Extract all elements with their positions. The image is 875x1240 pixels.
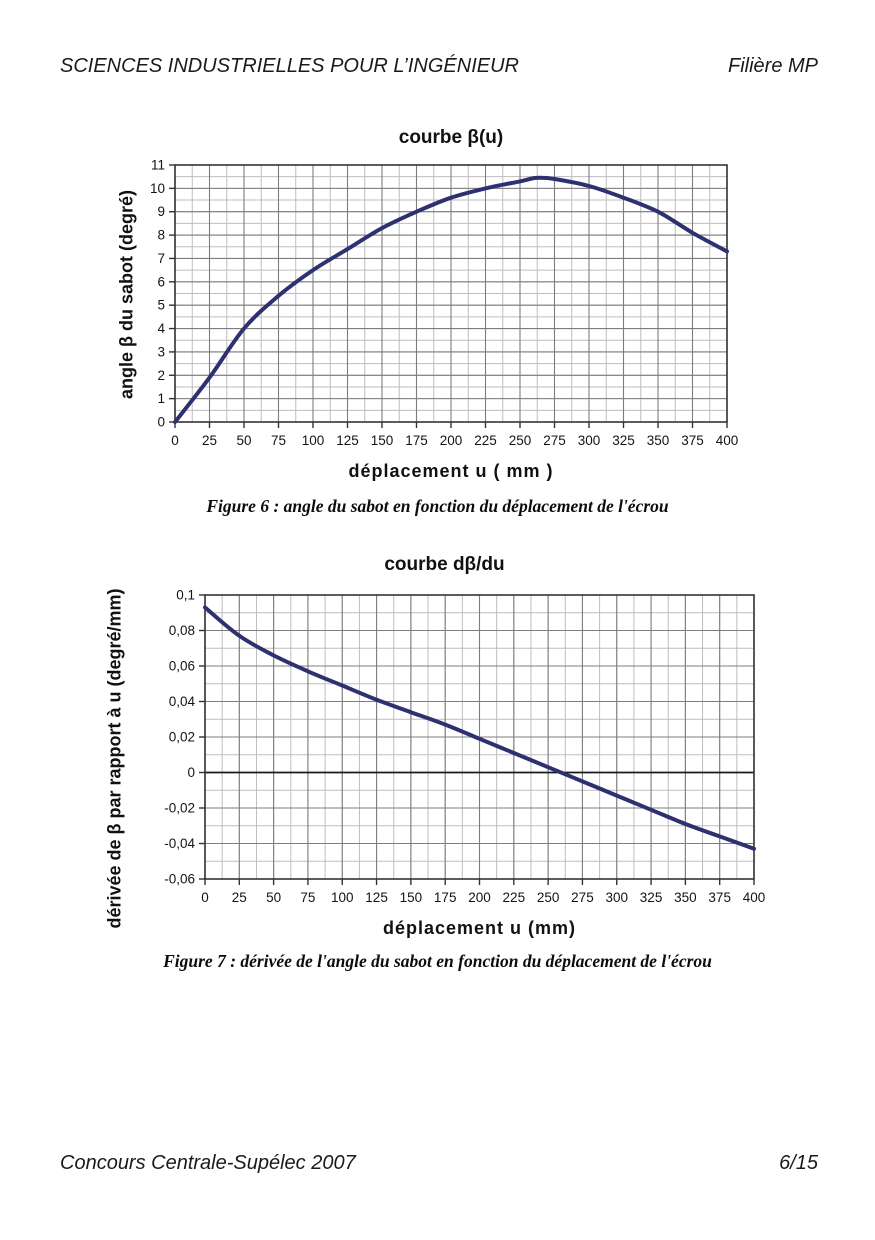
y-tick-label: 5 [157, 298, 165, 313]
x-tick-label: 50 [266, 890, 281, 905]
x-tick-label: 150 [400, 890, 423, 905]
x-tick-label: 125 [336, 433, 359, 448]
x-tick-label: 325 [640, 890, 663, 905]
y-tick-label: 10 [150, 181, 165, 196]
y-tick-label: 8 [157, 228, 165, 243]
y-tick-label: 2 [157, 368, 165, 383]
data-curve [203, 605, 756, 851]
chart2-title: courbe dβ/du [384, 554, 505, 575]
x-tick-label: 400 [716, 433, 739, 448]
chart1-plot: 0 25 50 75 100 125 150 175 200 225 250 275 300 325 350… [150, 158, 738, 449]
x-tick-label: 200 [468, 890, 491, 905]
x-tick-label: 25 [232, 890, 247, 905]
y-tick-label: -0,04 [164, 836, 195, 851]
y-tick-label: 6 [157, 274, 165, 289]
x-tick-label: 350 [674, 890, 697, 905]
x-tick-label: 225 [503, 890, 526, 905]
x-tick-label: 175 [434, 890, 457, 905]
x-tick-label: 250 [537, 890, 560, 905]
chart1-x-axis-label: déplacement u ( mm ) [348, 461, 554, 481]
x-tick-label: 375 [681, 433, 704, 448]
y-tick-label: 7 [157, 251, 165, 266]
header-filiere: Filière MP [727, 55, 818, 77]
y-tick-label: 1 [157, 391, 165, 406]
y-tick-label: 4 [157, 321, 165, 336]
y-tick-label: 11 [151, 158, 165, 173]
page-header: SCIENCES INDUSTRIELLES POUR L’INGÉNIEUR … [60, 55, 818, 78]
y-tick-label: 0,1 [176, 588, 195, 603]
x-tick-label: 200 [440, 433, 463, 448]
figure7-caption: Figure 7 : dérivée de l'angle du sabot e… [163, 951, 712, 971]
x-tick-label: 100 [302, 433, 325, 448]
x-tick-label: 100 [331, 890, 354, 905]
x-tick-label: 300 [578, 433, 601, 448]
x-tick-label: 75 [271, 433, 286, 448]
grid [174, 164, 728, 423]
y-tick-label: -0,02 [164, 801, 195, 816]
x-tick-label: 250 [509, 433, 532, 448]
y-tick-label: -0,06 [164, 872, 195, 887]
chart1-title: courbe β(u) [398, 127, 504, 148]
y-tick-label: 0 [157, 415, 165, 430]
tick-labels: 0 25 50 75 100 125 150 175 200 225 250 275 300 325 350… [164, 588, 765, 906]
x-tick-label: 275 [543, 433, 566, 448]
x-tick-label: 350 [647, 433, 670, 448]
page-footer: Concours Centrale-Supélec 2007 6/15 [60, 1152, 818, 1175]
x-tick-label: 0 [171, 433, 179, 448]
y-tick-label: 0,04 [169, 694, 196, 709]
x-tick-label: 125 [365, 890, 388, 905]
x-tick-label: 150 [371, 433, 394, 448]
footer-concours: Concours Centrale-Supélec 2007 [60, 1152, 356, 1174]
x-tick-label: 275 [571, 890, 594, 905]
grid [204, 594, 755, 880]
x-tick-label: 375 [708, 890, 731, 905]
figure6-caption: Figure 6 : angle du sabot en fonction du… [206, 496, 669, 516]
footer-page-number: 6/15 [779, 1152, 818, 1174]
chart2-x-axis-label: déplacement u (mm) [382, 918, 577, 938]
tick-labels: 0 25 50 75 100 125 150 175 200 225 250 275 300 325 350… [150, 158, 738, 449]
x-tick-label: 325 [612, 433, 635, 448]
x-tick-label: 25 [202, 433, 217, 448]
x-tick-label: 75 [300, 890, 315, 905]
chart2-plot: 0 25 50 75 100 125 150 175 200 225 250 275 300 325 350… [164, 588, 765, 906]
y-tick-label: 3 [157, 344, 165, 359]
data-curve [173, 175, 729, 424]
x-tick-label: 300 [605, 890, 628, 905]
y-tick-label: 0,02 [169, 730, 195, 745]
x-tick-label: 0 [201, 890, 209, 905]
y-tick-label: 0,06 [169, 659, 195, 674]
x-tick-label: 50 [236, 433, 251, 448]
y-tick-label: 9 [157, 204, 165, 219]
x-tick-label: 400 [743, 890, 766, 905]
x-tick-label: 175 [405, 433, 428, 448]
y-tick-label: 0,08 [169, 623, 195, 638]
header-title: SCIENCES INDUSTRIELLES POUR L’INGÉNIEUR [60, 55, 519, 77]
y-tick-label: 0 [187, 765, 195, 780]
x-tick-label: 225 [474, 433, 497, 448]
